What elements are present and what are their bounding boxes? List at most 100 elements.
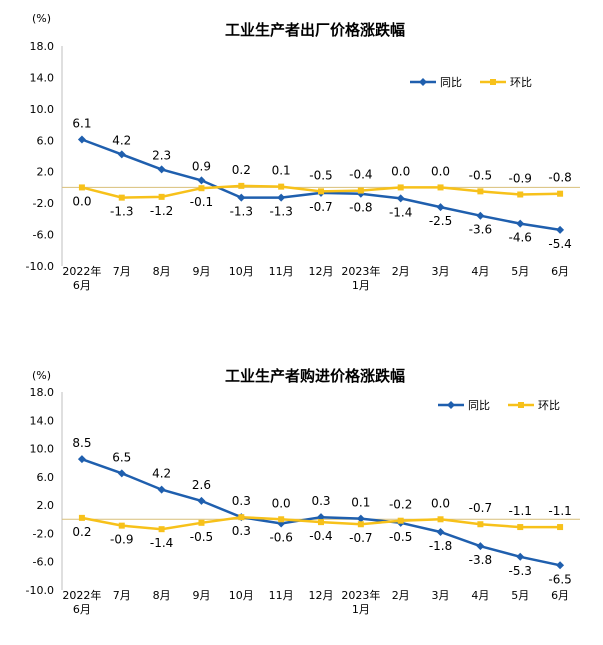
data-label-mom: -0.9 xyxy=(110,533,133,547)
data-label-yoy: -5.4 xyxy=(548,237,571,251)
data-label-mom: 0.1 xyxy=(272,164,291,178)
x-tick-label: 2月 xyxy=(392,265,410,278)
data-point-yoy xyxy=(436,528,445,537)
data-label-yoy: -3.6 xyxy=(469,223,492,237)
data-point-yoy xyxy=(556,225,565,234)
legend-marker-mom xyxy=(518,402,524,408)
data-label-mom: -0.5 xyxy=(469,168,492,182)
x-tick-label: 12月 xyxy=(309,589,334,602)
data-label-mom: -0.7 xyxy=(349,531,372,545)
x-tick-label: 6月 xyxy=(551,589,569,602)
legend-marker-yoy xyxy=(419,78,427,86)
data-label-mom: -0.9 xyxy=(509,172,532,186)
legend: 同比 环比 xyxy=(438,399,560,412)
data-point-mom xyxy=(437,184,444,191)
data-label-mom: -0.4 xyxy=(349,168,372,182)
x-tick-label: 5月 xyxy=(511,589,529,602)
data-point-mom xyxy=(437,516,444,523)
data-point-yoy xyxy=(237,193,246,202)
x-tick-label: 7月 xyxy=(113,265,131,278)
legend-label-yoy: 同比 xyxy=(468,399,490,412)
x-tick-label: 2月 xyxy=(392,589,410,602)
data-label-yoy: -6.5 xyxy=(548,572,571,586)
x-tick-label: 10月 xyxy=(229,265,254,278)
data-label-yoy: -5.3 xyxy=(509,564,532,578)
data-point-mom xyxy=(118,522,125,529)
data-label-mom: -1.3 xyxy=(110,205,133,219)
data-point-yoy xyxy=(277,193,286,202)
data-point-mom xyxy=(517,191,524,198)
data-label-mom: -1.1 xyxy=(548,504,571,518)
data-point-mom xyxy=(198,185,205,192)
data-point-yoy xyxy=(77,135,86,144)
data-label-mom: -0.8 xyxy=(548,171,571,185)
y-tick-label: 2.0 xyxy=(37,499,55,512)
chart-2: 工业生产者购进价格涨跌幅 (%) 18.0 14.0 10.0 6.0 2.0 -2.0 -6.… xyxy=(26,367,580,616)
y-tick-label: -2.0 xyxy=(33,197,54,210)
data-point-mom xyxy=(397,184,404,191)
data-point-mom xyxy=(357,521,364,528)
data-point-yoy xyxy=(197,176,206,185)
x-tick-label: 11月 xyxy=(269,265,294,278)
data-point-mom xyxy=(78,514,85,521)
data-label-mom: 0.0 xyxy=(72,194,91,208)
x-tick-label: 6月 xyxy=(551,265,569,278)
data-point-yoy xyxy=(436,203,445,212)
data-label-mom: 0.0 xyxy=(272,496,291,510)
chart-title: 工业生产者出厂价格涨跌幅 xyxy=(225,21,405,39)
legend-marker-mom xyxy=(490,79,496,85)
data-label-mom: 0.0 xyxy=(431,496,450,510)
data-point-yoy xyxy=(516,552,525,561)
legend: 同比 环比 xyxy=(410,76,532,89)
data-point-yoy xyxy=(157,485,166,494)
y-tick-label: -10.0 xyxy=(26,584,54,597)
data-label-mom: 0.2 xyxy=(72,525,91,539)
y-tick-label: 2.0 xyxy=(37,166,55,179)
data-label-mom: -1.2 xyxy=(150,204,173,218)
data-label-mom: 0.0 xyxy=(431,164,450,178)
data-label-yoy: -4.6 xyxy=(509,231,532,245)
data-point-yoy xyxy=(117,469,126,478)
chart-title: 工业生产者购进价格涨跌幅 xyxy=(225,367,405,385)
data-label-yoy: -2.5 xyxy=(429,214,452,228)
x-tick-label: 8月 xyxy=(153,265,171,278)
data-label-yoy: -3.8 xyxy=(469,553,492,567)
data-label-mom: -0.2 xyxy=(389,498,412,512)
data-point-mom xyxy=(278,183,285,190)
data-label-yoy: -1.3 xyxy=(230,205,253,219)
x-tick-label: 9月 xyxy=(192,589,210,602)
data-point-mom xyxy=(557,190,564,197)
data-label-yoy: 6.1 xyxy=(72,117,91,131)
chart-1: 工业生产者出厂价格涨跌幅 (%) 18.0 14.0 10.0 6.0 2.0 -2.0 -6.… xyxy=(26,12,580,292)
data-label-mom: -0.5 xyxy=(309,168,332,182)
data-point-mom xyxy=(158,193,165,200)
data-label-yoy: 2.6 xyxy=(192,478,211,492)
x-tick-label: 2023年 1月 xyxy=(341,264,380,292)
y-tick-label: 6.0 xyxy=(37,471,55,484)
data-label-mom: 0.2 xyxy=(232,163,251,177)
data-label-yoy: 0.1 xyxy=(351,496,370,510)
x-tick-label: 11月 xyxy=(269,589,294,602)
data-point-yoy xyxy=(516,219,525,228)
data-point-mom xyxy=(477,188,484,195)
x-tick-label: 10月 xyxy=(229,589,254,602)
y-axis-unit: (%) xyxy=(32,12,51,25)
data-label-yoy: 0.9 xyxy=(192,159,211,173)
y-tick-label: -6.0 xyxy=(33,229,54,242)
x-tick-label: 2022年 6月 xyxy=(62,588,101,616)
x-tick-label: 4月 xyxy=(471,265,489,278)
data-label-yoy: 0.3 xyxy=(311,494,330,508)
data-point-mom xyxy=(278,516,285,523)
x-tick-label: 7月 xyxy=(113,589,131,602)
data-point-mom xyxy=(238,514,245,521)
x-tick-label: 4月 xyxy=(471,589,489,602)
data-point-mom xyxy=(557,524,564,531)
y-tick-label: 18.0 xyxy=(30,40,55,53)
data-point-mom xyxy=(477,521,484,528)
data-label-yoy: -1.8 xyxy=(429,539,452,553)
data-point-yoy xyxy=(476,542,485,551)
y-tick-label: -2.0 xyxy=(33,527,54,540)
data-label-yoy: -1.3 xyxy=(269,205,292,219)
data-point-mom xyxy=(517,524,524,531)
